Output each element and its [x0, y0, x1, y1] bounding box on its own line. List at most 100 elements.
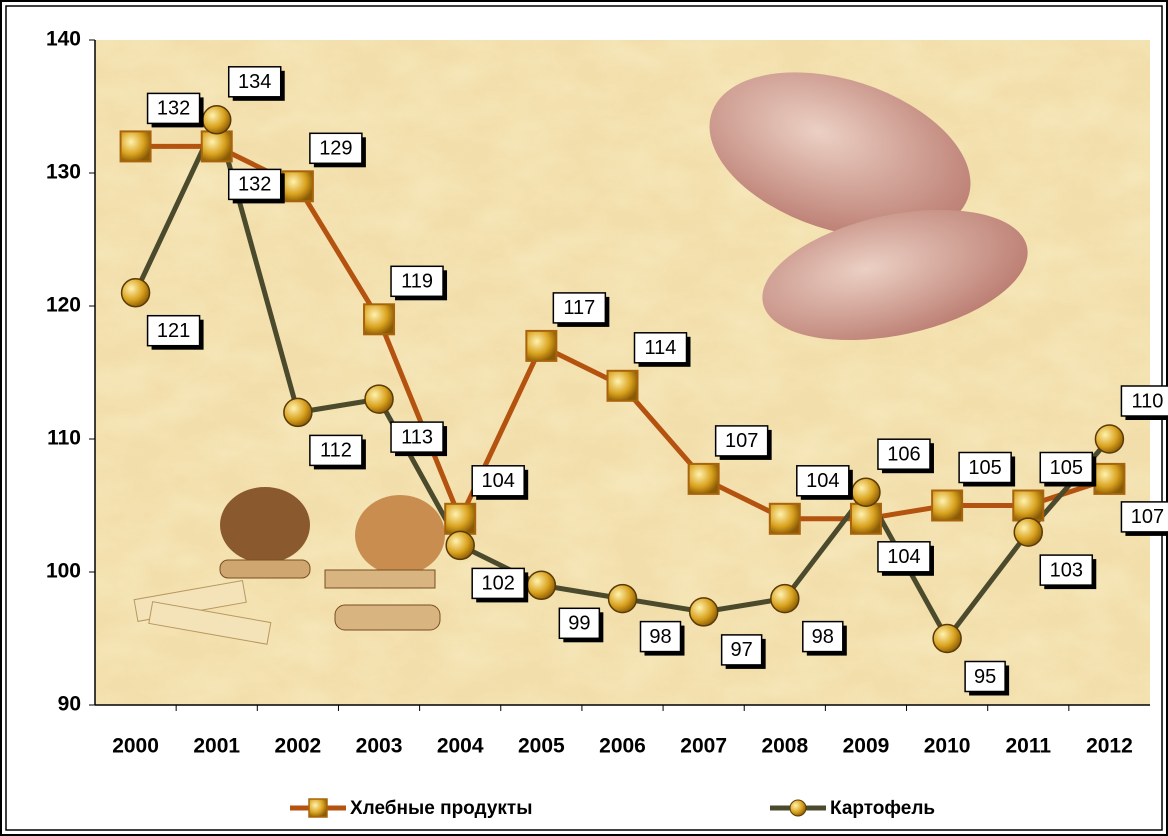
bread-picture: [133, 487, 445, 645]
x-tick-label: 2004: [437, 735, 484, 758]
data-label-box: [227, 168, 282, 201]
data-label-box: [146, 92, 201, 125]
data-label-box: [877, 438, 931, 470]
x-tick-label: 2011: [1005, 735, 1051, 758]
legend-label: Картофель: [830, 798, 935, 819]
marker: [1012, 489, 1045, 522]
data-label-box: [1039, 451, 1094, 484]
data-label: 117: [563, 297, 595, 319]
marker: [770, 583, 800, 614]
data-label: 113: [401, 426, 433, 448]
marker: [851, 477, 881, 507]
data-label: 105: [1050, 457, 1083, 479]
data-label: 132: [157, 98, 190, 120]
data-label-box: [720, 634, 763, 666]
y-tick-label: 140: [46, 28, 81, 51]
data-label-box: [958, 451, 1012, 484]
data-label-box: [802, 620, 844, 653]
data-label: 98: [812, 626, 834, 648]
data-label-box: [1120, 385, 1168, 417]
data-label-box: [877, 541, 931, 573]
data-label: 110: [1131, 390, 1163, 412]
x-tick-label: 2002: [275, 735, 322, 758]
marker: [364, 384, 394, 414]
x-tick-label: 2009: [843, 735, 890, 758]
marker: [283, 397, 313, 428]
marker: [1094, 424, 1125, 454]
data-label: 106: [887, 443, 920, 465]
data-label: 99: [568, 613, 590, 635]
data-label: 103: [1050, 559, 1083, 581]
data-label: 104: [482, 470, 515, 492]
data-label-box: [146, 314, 201, 347]
legend-marker: [308, 798, 328, 818]
x-tick-label: 2005: [518, 735, 565, 758]
x-tick-label: 2001: [193, 735, 240, 758]
data-label: 102: [482, 573, 515, 595]
data-label-box: [964, 660, 1006, 693]
data-label-box: [796, 465, 850, 497]
marker: [281, 170, 314, 203]
data-label-box: [390, 265, 444, 298]
y-tick-label: 110: [47, 427, 81, 450]
data-label-box: [714, 425, 769, 457]
x-tick-label: 2000: [112, 735, 159, 758]
x-tick-label: 2007: [680, 735, 727, 758]
data-label-box: [558, 607, 601, 640]
legend: Хлебные продукты Картофель: [290, 798, 935, 819]
data-label: 121: [157, 320, 190, 342]
marker: [606, 369, 639, 402]
data-label-box: [471, 465, 525, 497]
marker: [525, 329, 558, 362]
legend-label: Хлебные продукты: [350, 798, 532, 819]
legend-marker: [789, 799, 807, 817]
x-tick-label: 2012: [1086, 735, 1133, 758]
marker: [768, 502, 801, 535]
data-label-box: [633, 332, 688, 364]
data-label: 107: [725, 430, 758, 452]
data-label-box: [309, 434, 363, 467]
x-tick-label: 2003: [356, 735, 403, 758]
data-label: 104: [806, 470, 839, 492]
data-label-box: [552, 292, 607, 324]
potato-picture: [709, 72, 1028, 341]
x-tick-label: 2010: [924, 735, 971, 758]
data-label-box: [639, 620, 682, 653]
y-tick-label: 100: [46, 560, 81, 583]
data-label-box: [390, 421, 444, 453]
y-tick-label: 120: [46, 294, 81, 317]
marker: [445, 530, 475, 561]
marker: [1093, 462, 1126, 495]
marker: [688, 597, 719, 627]
data-label-box: [1039, 554, 1094, 586]
marker: [363, 303, 396, 336]
marker: [526, 570, 557, 601]
data-label: 104: [887, 546, 920, 568]
marker: [687, 462, 720, 495]
data-label: 98: [649, 626, 671, 648]
marker: [607, 583, 638, 614]
marker: [931, 489, 964, 522]
data-label: 97: [731, 639, 753, 661]
data-label: 129: [319, 138, 352, 160]
data-label-box: [1120, 501, 1168, 533]
marker: [120, 277, 151, 308]
data-label-box: [471, 567, 525, 600]
data-label-box: [309, 132, 363, 165]
data-label: 107: [1131, 506, 1164, 528]
data-label: 132: [238, 174, 271, 196]
data-label: 134: [238, 71, 271, 93]
y-tick-label: 130: [46, 161, 81, 184]
y-tick-label: 90: [58, 693, 81, 716]
marker: [1013, 517, 1044, 547]
data-label: 95: [974, 666, 996, 688]
marker: [932, 623, 962, 654]
marker: [444, 502, 477, 535]
data-label: 105: [968, 457, 1001, 479]
x-tick-label: 2008: [761, 735, 808, 758]
marker: [201, 105, 232, 135]
marker: [200, 130, 233, 163]
data-label: 119: [401, 271, 433, 293]
marker: [119, 130, 152, 163]
